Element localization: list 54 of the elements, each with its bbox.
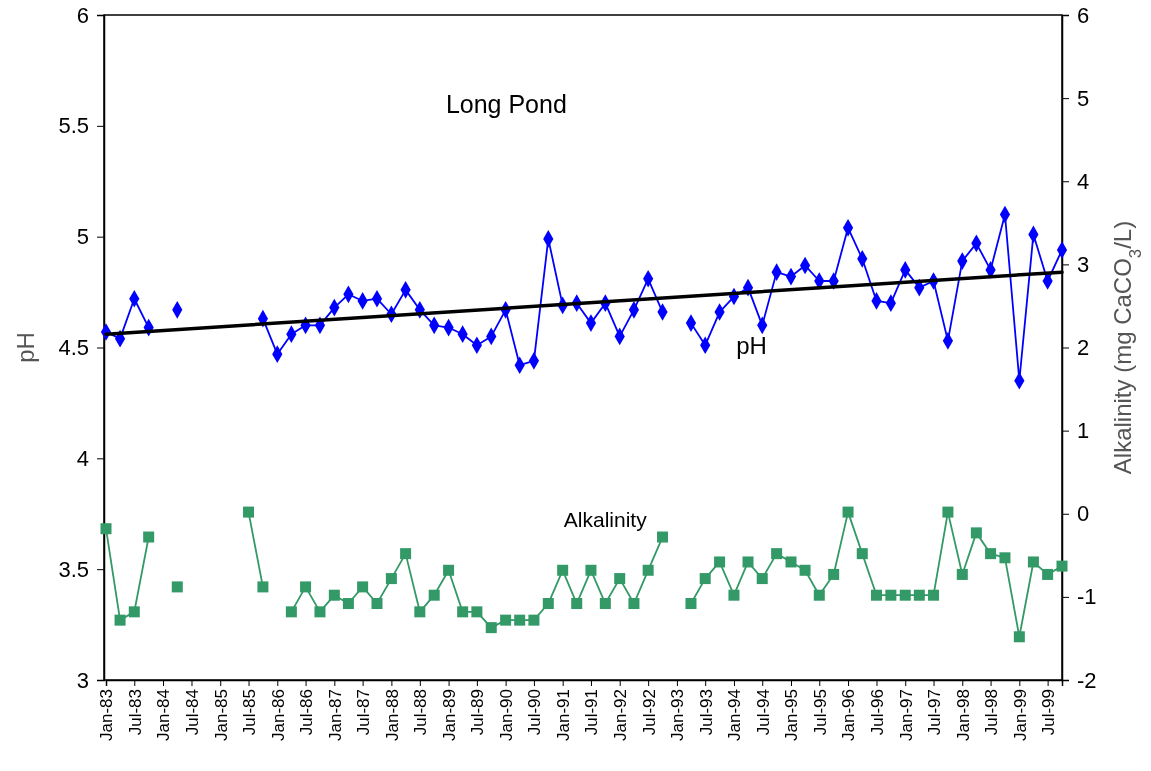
x-tick-label: Jul-95	[810, 689, 830, 736]
y-tick-label: 4	[76, 445, 89, 471]
x-tick-label: Jan-88	[382, 689, 402, 741]
y2-tick-label: 3	[1077, 251, 1090, 277]
x-tick-label: Jul-85	[239, 689, 259, 736]
y2-tick-label: -2	[1077, 667, 1097, 693]
x-tick-label: Jan-86	[268, 689, 288, 741]
y-tick-label: 4.5	[58, 335, 89, 361]
x-tick-label: Jan-91	[554, 689, 574, 741]
x-tick-label: Jan-97	[896, 689, 916, 741]
y2-tick-label: 1	[1077, 418, 1090, 444]
x-tick-label: Jan-89	[440, 689, 460, 741]
x-tick-label: Jan-83	[97, 689, 117, 741]
y-axis-title: pH	[12, 332, 39, 363]
x-tick-label: Jul-84	[182, 689, 202, 736]
x-tick-label: Jul-99	[1039, 689, 1059, 736]
y2-tick-label: 5	[1077, 85, 1090, 111]
y-tick-label: 5	[76, 224, 89, 250]
x-tick-label: Jul-86	[297, 689, 317, 736]
x-tick-label: Jul-90	[525, 689, 545, 736]
y2-tick-label: 6	[1077, 2, 1090, 28]
y2-tick-label: 0	[1077, 501, 1090, 527]
x-tick-label: Jul-93	[696, 689, 716, 736]
y2-tick-label: -1	[1077, 584, 1097, 610]
x-tick-label: Jan-87	[325, 689, 345, 741]
x-tick-label: Jan-95	[782, 689, 802, 741]
y-tick-label: 3	[76, 667, 89, 693]
x-tick-label: Jul-92	[639, 689, 659, 736]
text: Long Pond	[445, 90, 567, 118]
y-tick-label: 5.5	[58, 113, 89, 139]
x-tick-label: Jan-92	[611, 689, 631, 741]
x-tick-label: Jul-94	[753, 689, 773, 736]
x-tick-label: Jul-89	[468, 689, 488, 736]
x-tick-label: Jan-90	[497, 689, 517, 741]
x-tick-label: Jan-96	[839, 689, 859, 741]
x-tick-label: Jan-85	[211, 689, 231, 741]
x-tick-label: Jan-98	[953, 689, 973, 741]
x-tick-label: Jul-91	[582, 689, 602, 736]
y-tick-label: 3.5	[58, 556, 89, 582]
x-tick-label: Jan-99	[1010, 689, 1030, 741]
y2-tick-label: 2	[1077, 335, 1090, 361]
x-tick-label: Jan-94	[725, 689, 745, 741]
x-tick-label: Jan-84	[154, 689, 174, 741]
x-tick-label: Jul-96	[867, 689, 887, 736]
series-label: Alkalinity	[563, 508, 648, 532]
x-tick-label: Jul-98	[982, 689, 1002, 736]
y2-tick-label: 4	[1077, 168, 1090, 194]
x-tick-label: Jan-93	[668, 689, 688, 741]
y-tick-label: 6	[76, 2, 89, 28]
series-label: pH	[736, 332, 767, 360]
x-tick-label: Jul-87	[354, 689, 374, 736]
x-tick-label: Jul-97	[924, 689, 944, 736]
x-tick-label: Jul-88	[411, 689, 431, 736]
x-tick-label: Jul-83	[125, 689, 145, 736]
